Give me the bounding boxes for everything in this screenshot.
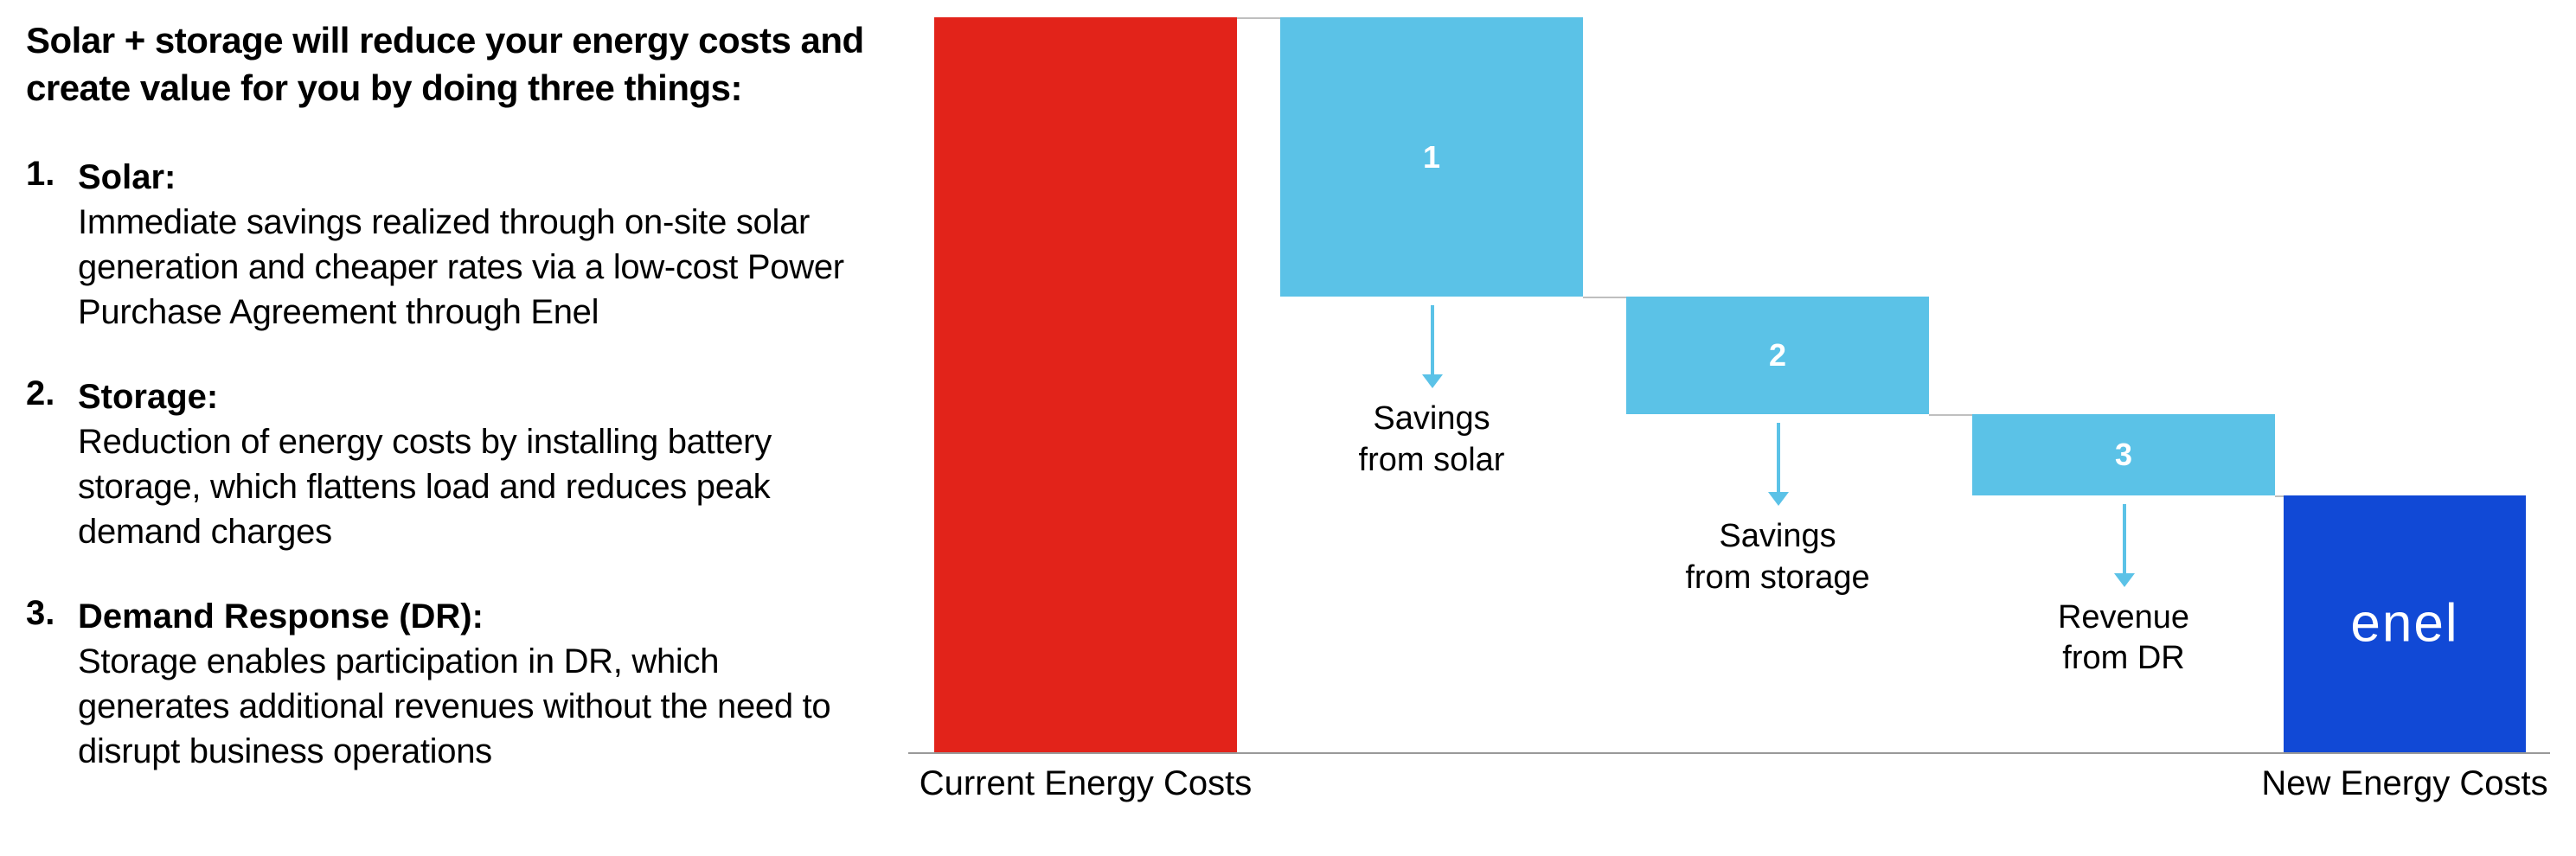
axis-label-left: Current Energy Costs (920, 764, 1253, 803)
item-body: Demand Response (DR): Storage enables pa… (78, 594, 874, 774)
step-number: 1 (1423, 139, 1440, 176)
axis-label-right: New Energy Costs (2261, 764, 2547, 803)
step-caption: Savingsfrom solar (1359, 399, 1505, 481)
item-desc: Reduction of energy costs by installing … (78, 419, 874, 554)
item-title: Storage: (78, 378, 218, 416)
item-number: 2. (26, 374, 78, 554)
item-body: Storage: Reduction of energy costs by in… (78, 374, 874, 554)
chart-baseline (908, 752, 2550, 754)
step-caption: Revenuefrom DR (2058, 597, 2189, 680)
waterfall-chart: 1 Savingsfrom solar 2 Savingsfrom storage 3 R… (908, 17, 2550, 830)
item-title: Solar: (78, 158, 176, 196)
chart-column: 1 Savingsfrom solar 2 Savingsfrom storage 3 R… (908, 17, 2550, 830)
step-number: 3 (2115, 437, 2132, 473)
headline: Solar + storage will reduce your energy … (26, 17, 874, 112)
item-desc: Storage enables participation in DR, whi… (78, 639, 874, 774)
step-number: 2 (1769, 337, 1786, 374)
step-caption: Savingsfrom storage (1685, 516, 1869, 598)
list-item: 1. Solar: Immediate savings realized thr… (26, 155, 874, 335)
item-title: Demand Response (DR): (78, 597, 484, 636)
list-item: 3. Demand Response (DR): Storage enables… (26, 594, 874, 774)
item-number: 3. (26, 594, 78, 774)
page: Solar + storage will reduce your energy … (0, 0, 2576, 856)
item-desc: Immediate savings realized through on-si… (78, 200, 874, 335)
bar-current-costs (934, 17, 1237, 752)
brand-logo: enel (2350, 593, 2458, 655)
list-item: 2. Storage: Reduction of energy costs by… (26, 374, 874, 554)
item-body: Solar: Immediate savings realized throug… (78, 155, 874, 335)
item-number: 1. (26, 155, 78, 335)
text-column: Solar + storage will reduce your energy … (26, 17, 908, 830)
